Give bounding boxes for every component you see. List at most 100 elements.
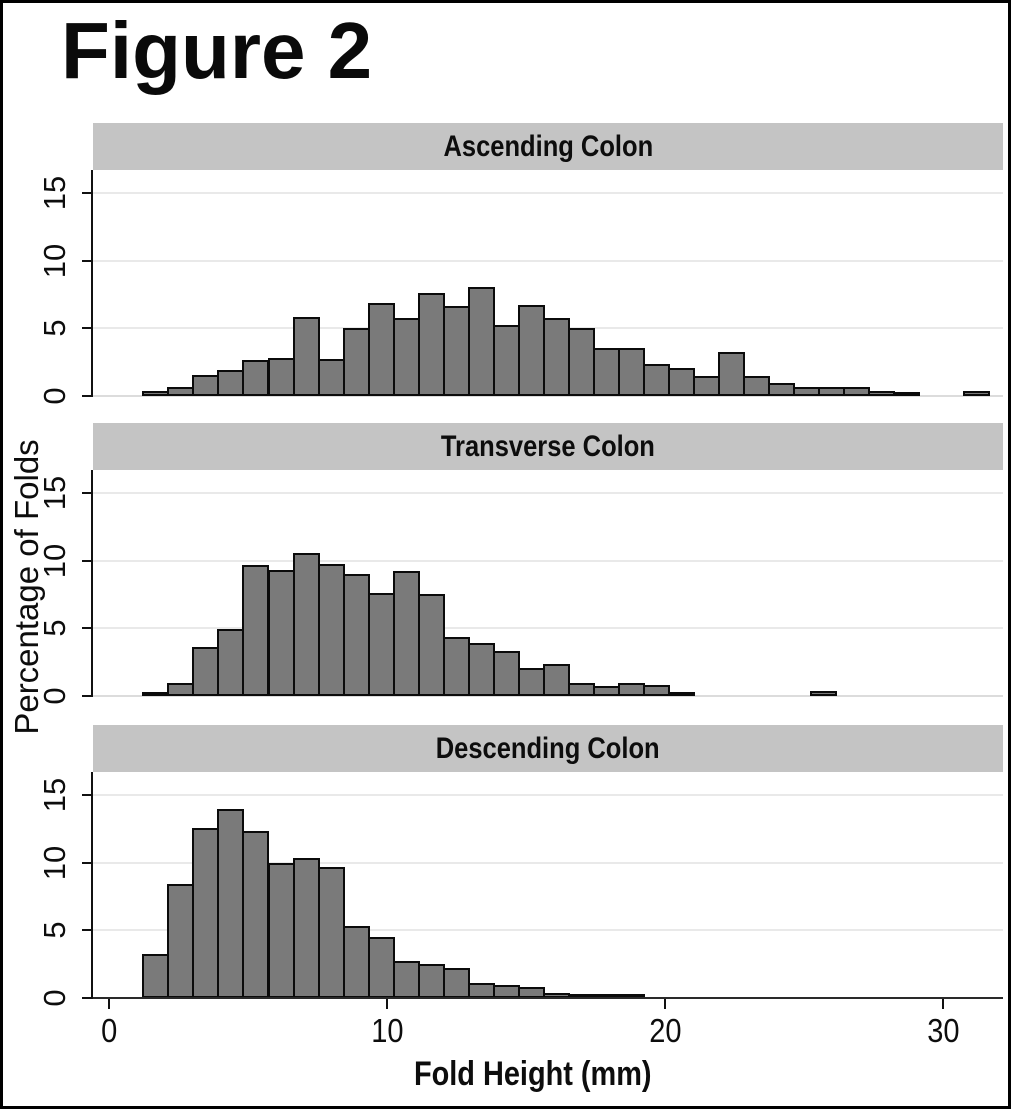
panel-header: Transverse Colon [93, 423, 1003, 470]
x-tick-label: 20 [625, 1012, 705, 1050]
x-axis-title-text: Fold Height (mm) [414, 1055, 652, 1093]
panel-header: Descending Colon [93, 725, 1003, 772]
histogram-bar [192, 646, 220, 696]
isolated-histogram-bar [962, 390, 990, 396]
histogram-bar [842, 387, 870, 396]
gridline [93, 259, 1003, 262]
y-axis-line [91, 470, 93, 697]
histogram-bar [517, 304, 545, 396]
y-tick-label: 15 [37, 777, 72, 813]
histogram-bar [492, 325, 520, 396]
histogram-bar [242, 830, 270, 998]
plot-area: 0 5 10 15 0 10 20 30 [37, 772, 1003, 1049]
y-tick-label: 0 [37, 687, 72, 705]
histogram-bar [667, 368, 695, 396]
histogram-bar [167, 883, 195, 998]
y-tick-mark [82, 259, 91, 262]
histogram-bar [142, 391, 170, 396]
histogram-bar [667, 692, 695, 696]
gridline [93, 627, 1003, 630]
y-tick-mark [82, 627, 91, 630]
histogram-bar [417, 292, 445, 396]
histogram-bar [217, 809, 245, 998]
panel-header: Ascending Colon [93, 123, 1003, 170]
histogram-bar [217, 629, 245, 696]
histogram-bar [542, 664, 570, 696]
histogram-bar [417, 963, 445, 998]
histogram-bar [742, 376, 770, 396]
histogram-bar [442, 306, 470, 396]
histogram-bar [217, 369, 245, 396]
y-tick-label: 5 [37, 319, 72, 337]
y-tick-mark [82, 327, 91, 330]
y-tick-label: 5 [37, 619, 72, 637]
y-tick-mark [82, 861, 91, 864]
histogram-bar [242, 565, 270, 696]
histogram-bar [292, 553, 320, 696]
y-tick-label: 10 [37, 543, 72, 578]
x-tick-label-text: 0 [100, 1012, 118, 1049]
zero-gridline [93, 395, 1003, 397]
zero-gridline [93, 695, 1003, 697]
histogram-bar [792, 387, 820, 396]
histogram-bar [392, 960, 420, 998]
histogram-bar [893, 392, 920, 396]
histogram-bar [567, 327, 595, 396]
histogram-bar [567, 683, 595, 696]
histogram-bar [467, 642, 495, 696]
y-tick-mark [82, 492, 91, 495]
histogram-bar [292, 316, 320, 396]
histogram-bar [267, 569, 295, 696]
histogram-bar [442, 967, 470, 998]
histogram-bar [292, 858, 320, 998]
histogram-bar [867, 391, 895, 396]
y-tick-mark [82, 929, 91, 932]
y-axis-line [91, 772, 93, 999]
x-tick-label-text: 20 [648, 1012, 682, 1049]
x-tick-mark [664, 998, 666, 1009]
x-tick-mark [108, 998, 110, 1009]
histogram-bar [167, 683, 195, 696]
histogram-bar [592, 685, 620, 696]
histogram-bar [417, 593, 445, 696]
gridline [93, 794, 1003, 797]
gridline [93, 559, 1003, 562]
histogram-bar [367, 936, 395, 998]
y-tick-label: 10 [37, 243, 72, 278]
histogram-bar [642, 684, 670, 696]
x-tick-mark [386, 998, 388, 1009]
histogram-bar [392, 318, 420, 396]
histogram-bar [692, 376, 720, 396]
y-tick-label: 5 [37, 921, 72, 939]
y-tick-mark [82, 192, 91, 195]
histogram-bar [317, 564, 345, 696]
panel-title: Ascending Colon [443, 129, 653, 163]
histogram-bar [442, 637, 470, 696]
y-tick-mark [82, 794, 91, 797]
histogram-bar [717, 352, 745, 396]
y-tick-mark [82, 997, 91, 999]
gridline [93, 861, 1003, 864]
histogram-bar [392, 570, 420, 696]
y-tick-label: 15 [37, 175, 72, 211]
histogram-bar [617, 683, 645, 696]
histogram-bar [317, 867, 345, 998]
histogram-bar [542, 318, 570, 396]
gridline [93, 192, 1003, 195]
histogram-bar [592, 348, 620, 396]
isolated-histogram-bar [809, 691, 837, 696]
histogram-bar [517, 668, 545, 696]
y-tick-label: 0 [37, 387, 72, 405]
plot-area: 0 5 10 15 [37, 170, 1003, 405]
histogram-bar [817, 387, 845, 396]
histogram-bar [467, 982, 495, 998]
y-tick-mark [82, 395, 91, 397]
plot-area: 0 5 10 15 [37, 470, 1003, 705]
histogram-bar [267, 863, 295, 998]
histogram-bar [167, 387, 195, 396]
panel-title: Descending Colon [436, 731, 660, 765]
x-tick-label: 0 [69, 1012, 149, 1050]
y-tick-mark [82, 559, 91, 562]
histogram-bar [342, 327, 370, 396]
figure-title: Figure 2 [61, 6, 373, 95]
